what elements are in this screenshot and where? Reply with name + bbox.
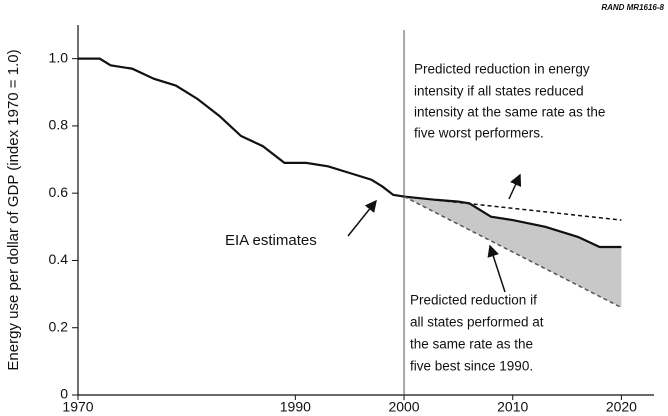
y-tick-label: 0.2	[49, 318, 69, 334]
arrow	[347, 199, 377, 237]
annotation-best: Predicted reduction if all states perfor…	[410, 293, 544, 374]
data-line	[403, 195, 622, 221]
y-tick-label: 0.8	[49, 117, 69, 133]
arrow	[508, 173, 522, 200]
x-tick-label: 2020	[606, 399, 637, 415]
annotation-line: the same rate as the	[410, 337, 533, 352]
x-tick-label: 1990	[280, 399, 311, 415]
y-tick-label: 0	[60, 386, 68, 402]
annotation-eia: EIA estimates	[225, 232, 317, 249]
annotation-worst: Predicted reduction in energy intensity …	[414, 62, 605, 141]
annotation-line: intensity if all states reduced	[414, 84, 584, 99]
y-tick-label: 0.6	[49, 184, 69, 200]
annotation-line: all states performed at	[410, 315, 544, 330]
y-axis-label: Energy use per dollar of GDP (index 1970…	[5, 49, 22, 370]
arrow	[487, 244, 506, 293]
x-tick-label: 1970	[62, 399, 93, 415]
annotation-line: Predicted reduction if	[410, 293, 537, 308]
annotation-line: five best since 1990.	[410, 359, 533, 374]
annotation-line: intensity at the same rate as the	[414, 105, 605, 120]
plot-area: 0 0.2 0.4 0.6 0.8 1.0 1970 1990 2000 2010 2020	[49, 25, 654, 415]
source-note: RAND MR1616-8	[601, 3, 664, 12]
annotation-line: Predicted reduction in energy	[414, 62, 590, 77]
data-line	[78, 57, 405, 198]
data-line	[403, 195, 622, 309]
x-tick-label: 2000	[388, 399, 419, 415]
x-tick-label: 2010	[497, 399, 528, 415]
y-tick-label: 1.0	[49, 49, 69, 65]
annotation-line: five worst performers.	[414, 126, 544, 141]
y-tick-label: 0.4	[49, 251, 69, 267]
